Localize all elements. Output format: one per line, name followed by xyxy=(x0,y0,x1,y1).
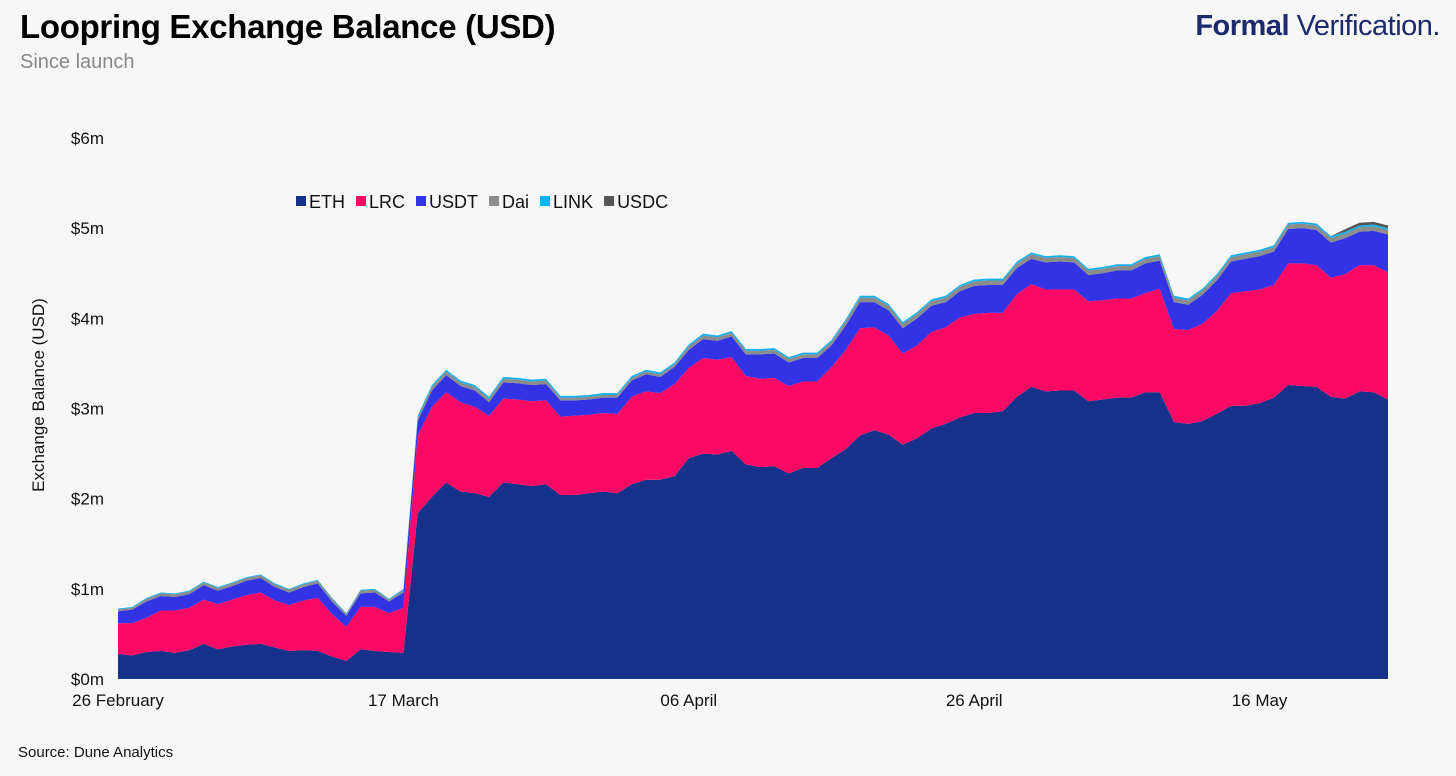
legend-item-link: LINK xyxy=(540,192,593,212)
stacked-areas xyxy=(118,221,1388,679)
brand-logo-rest: Verification. xyxy=(1289,10,1441,42)
y-axis-label: Exchange Balance (USD) xyxy=(29,298,48,492)
area-series-usdt xyxy=(118,228,1388,627)
legend-label: Dai xyxy=(502,192,529,212)
legend-swatch xyxy=(416,196,427,206)
y-axis: $0m $1m $2m $3m $4m $5m $6m xyxy=(71,129,104,689)
legend: ETH LRC USDT Dai LINK USDC xyxy=(296,192,668,212)
x-tick-label: 26 April xyxy=(946,691,1003,710)
brand-logo: Formal Verification. xyxy=(1195,10,1440,43)
legend-swatch xyxy=(489,196,500,206)
legend-label: LRC xyxy=(369,192,405,212)
chart-title: Loopring Exchange Balance (USD) xyxy=(20,8,556,45)
legend-label: USDT xyxy=(429,192,478,212)
legend-item-usdc: USDC xyxy=(604,192,668,212)
legend-label: USDC xyxy=(617,192,668,212)
legend-item-eth: ETH xyxy=(296,192,345,212)
legend-label: LINK xyxy=(553,192,593,212)
legend-swatch xyxy=(296,196,306,206)
legend-item-dai: Dai xyxy=(489,192,529,212)
source-note: Source: Dune Analytics xyxy=(18,744,174,761)
y-tick-label: $6m xyxy=(71,129,104,148)
y-tick-label: $3m xyxy=(71,400,104,419)
x-axis: 26 February 17 March 06 April 26 April 16 Ma… xyxy=(72,691,1288,710)
legend-item-usdt: USDT xyxy=(416,192,478,212)
legend-swatch xyxy=(540,196,551,206)
area-series-lrc xyxy=(118,263,1388,661)
y-tick-label: $2m xyxy=(71,490,104,509)
legend-swatch xyxy=(604,196,615,206)
x-tick-label: 17 March xyxy=(368,691,439,710)
chart-subtitle: Since launch xyxy=(20,51,135,73)
x-tick-label: 16 May xyxy=(1232,691,1288,710)
legend-item-lrc: LRC xyxy=(356,192,405,212)
y-tick-label: $0m xyxy=(71,670,104,689)
x-tick-label: 06 April xyxy=(660,691,717,710)
area-series-eth xyxy=(118,385,1388,679)
legend-swatch xyxy=(356,196,366,206)
legend-label: ETH xyxy=(309,192,345,212)
brand-logo-bold: Formal xyxy=(1195,10,1290,42)
x-tick-label: 26 February xyxy=(72,691,164,710)
y-tick-label: $4m xyxy=(71,309,104,328)
y-tick-label: $1m xyxy=(71,580,104,599)
y-tick-label: $5m xyxy=(71,219,104,238)
